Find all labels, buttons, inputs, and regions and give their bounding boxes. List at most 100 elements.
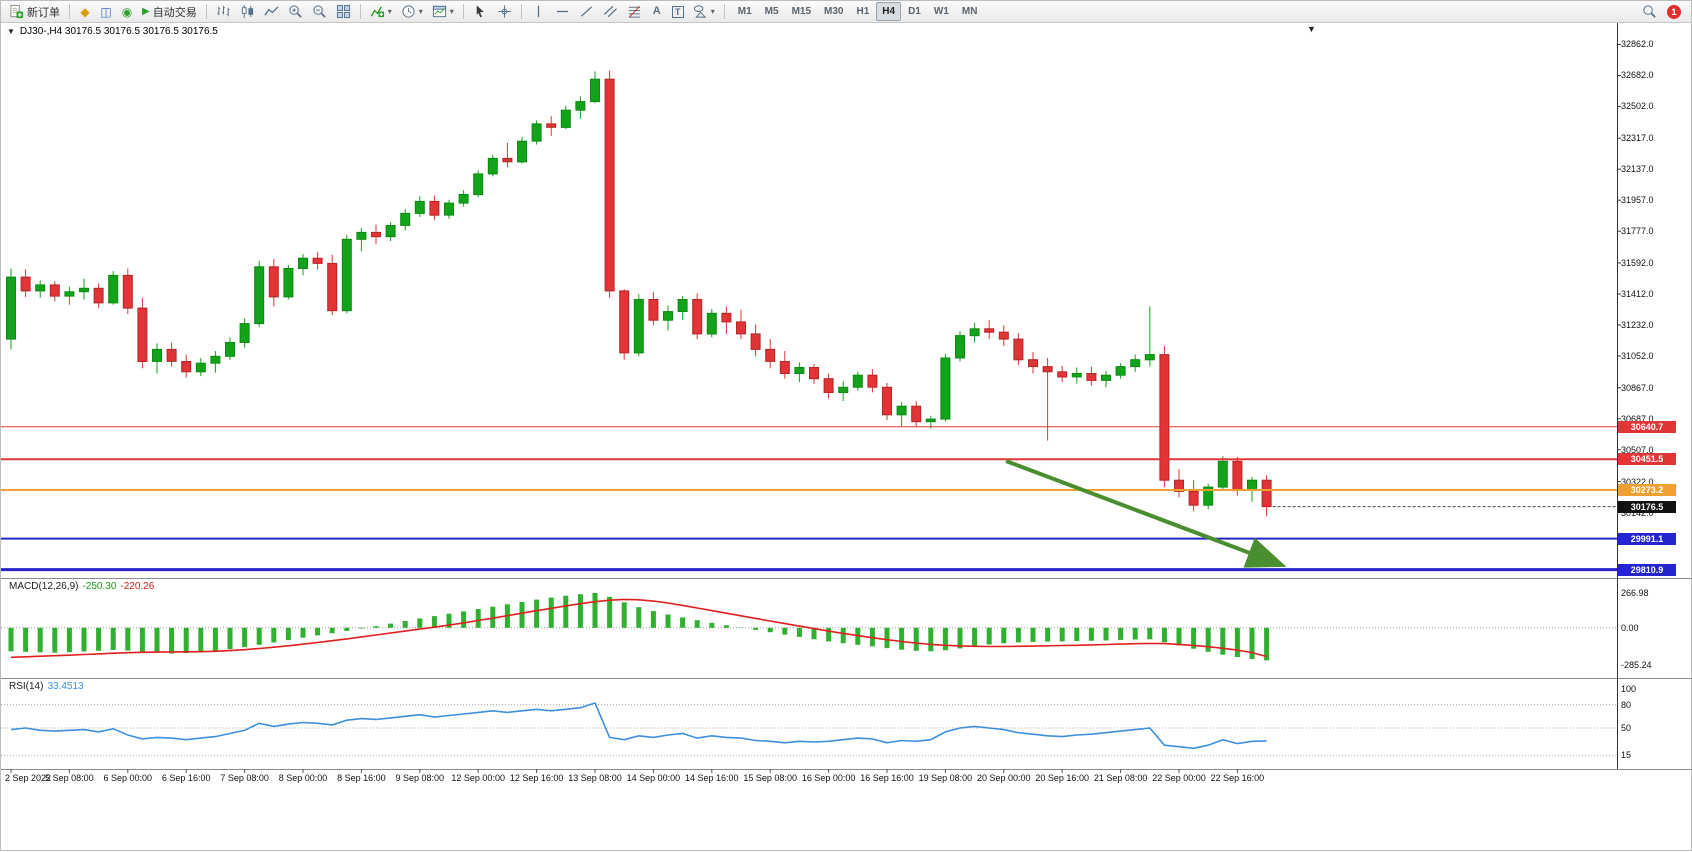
candle-body <box>312 257 323 264</box>
vertical-line-button[interactable] <box>527 2 550 22</box>
candle-body <box>341 238 352 312</box>
tile-windows-button[interactable] <box>332 2 355 22</box>
candle-body <box>560 109 571 128</box>
candle-body <box>79 287 89 293</box>
templates-button[interactable]: ▾ <box>428 2 458 22</box>
price-scale[interactable] <box>1618 23 1692 769</box>
candle-body <box>1130 359 1141 368</box>
timeframe-button-mn[interactable]: MN <box>961 6 978 17</box>
candle-body <box>1042 366 1053 373</box>
one-click-trading-toggle[interactable]: ▼ <box>7 27 15 36</box>
candle-body <box>867 374 878 388</box>
candle-body <box>1086 373 1097 381</box>
cursor-button[interactable] <box>469 2 492 22</box>
timeframe-button-m30[interactable]: M30 <box>824 6 844 17</box>
candle-body <box>108 274 119 304</box>
indicators-button[interactable]: ▾ <box>366 2 396 22</box>
timeframe-button-h1[interactable]: H1 <box>856 6 870 17</box>
label-tool-icon: T <box>672 5 684 18</box>
toolbar-right-group: 1 <box>1638 2 1687 22</box>
horizontal-line-icon <box>556 10 568 13</box>
chart-info-line: ▼ DJ30-,H4 30176.5 30176.5 30176.5 30176… <box>7 26 218 37</box>
macd-layer <box>1 593 1617 661</box>
cursor-icon <box>476 5 484 18</box>
candlestick-icon <box>241 4 253 19</box>
candlestick-chart-button[interactable] <box>236 2 259 22</box>
zoom-in-button[interactable] <box>284 2 307 22</box>
candle-body <box>838 386 849 393</box>
candle-body <box>692 299 703 335</box>
support-button[interactable]: ◉ <box>117 2 137 22</box>
shapes-button[interactable]: ▾ <box>689 2 719 22</box>
toolbar-separator <box>69 4 70 19</box>
candle-body <box>721 312 732 323</box>
candle-body <box>604 78 615 292</box>
panel-separators <box>1 23 1692 773</box>
new-order-label: 新订单 <box>27 6 60 19</box>
bar-chart-button[interactable] <box>212 2 235 22</box>
fibonacci-button[interactable] <box>623 2 646 22</box>
timeframe-button-w1[interactable]: W1 <box>933 6 949 17</box>
text-button[interactable]: A <box>647 2 667 22</box>
trendline-button[interactable] <box>575 2 598 22</box>
rsi-line <box>10 702 1267 750</box>
candle-body <box>64 291 75 297</box>
horizontal-line-button[interactable] <box>551 2 574 22</box>
template-icon <box>432 5 446 18</box>
zoom-out-button[interactable] <box>308 2 331 22</box>
trend-arrow-drawing[interactable] <box>1005 459 1287 568</box>
candle-body <box>1261 479 1272 508</box>
candles-layer <box>6 70 1272 517</box>
time-scale[interactable] <box>1 769 1617 791</box>
candle-body <box>794 367 805 374</box>
text-tool-icon: A <box>652 5 661 17</box>
bar-chart-icon <box>217 5 230 17</box>
community-button[interactable]: ◫ <box>96 2 116 22</box>
candle-body <box>1174 479 1184 492</box>
line-chart-icon <box>264 6 279 16</box>
channel-button[interactable] <box>599 2 622 22</box>
rsi-name: RSI(14) <box>9 681 44 692</box>
candle-body <box>473 173 484 196</box>
line-chart-button[interactable] <box>260 2 283 22</box>
vertical-line-icon <box>537 5 539 18</box>
dropdown-chevron-icon: ▾ <box>710 7 715 16</box>
timeframe-button-m15[interactable]: M15 <box>791 6 812 17</box>
periods-button[interactable]: ▾ <box>397 2 427 22</box>
candle-body <box>706 312 717 335</box>
chart-shift-marker[interactable]: ▼ <box>1307 24 1316 34</box>
timeframe-toolbar: M1 M5 M15 M30 H1 H4 D1 W1 MN <box>732 2 984 21</box>
candle-body <box>590 78 600 103</box>
main-toolbar: 新订单 ◆ ◫ ◉ ▶ 自动交易 <box>1 1 1691 23</box>
candle-body <box>633 299 644 354</box>
candle-body <box>765 348 776 362</box>
candle-body <box>1232 460 1243 491</box>
timeframe-button-d1[interactable]: D1 <box>908 6 921 17</box>
timeframe-button-m1[interactable]: M1 <box>737 6 752 17</box>
new-order-button[interactable]: 新订单 <box>5 2 64 22</box>
candle-body <box>371 231 381 238</box>
toolbar-separator <box>205 4 207 19</box>
autotrading-button[interactable]: ▶ 自动交易 <box>138 2 201 22</box>
search-button[interactable] <box>1638 2 1661 22</box>
accounts-button[interactable]: ◆ <box>75 2 95 22</box>
price-levels-layer <box>1 426 1617 572</box>
candle-body <box>1159 354 1170 481</box>
clock-icon <box>402 5 415 18</box>
autotrading-play-icon: ▶ <box>142 5 150 17</box>
toolbar-separator <box>359 4 361 19</box>
label-button[interactable]: T <box>668 2 688 22</box>
notification-badge[interactable]: 1 <box>1667 4 1681 19</box>
candle-body <box>648 299 659 321</box>
zoom-out-icon <box>313 5 326 18</box>
crosshair-button[interactable] <box>493 2 516 22</box>
timeframe-button-m5[interactable]: M5 <box>764 6 779 17</box>
candle-body <box>137 307 148 363</box>
trendline-icon <box>580 6 592 17</box>
candle-body <box>955 335 965 359</box>
candle-body <box>809 367 819 380</box>
candle-body <box>517 140 527 163</box>
timeframe-button-h4[interactable]: H4 <box>876 2 902 21</box>
